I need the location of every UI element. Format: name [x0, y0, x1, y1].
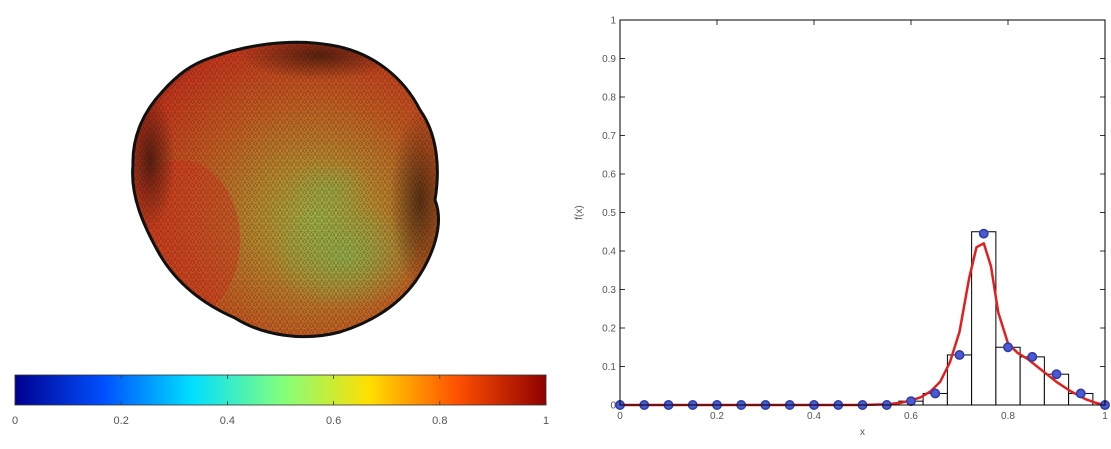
x-tick-label: 1 — [1102, 411, 1108, 422]
mesh-figure: 0 0.2 0.4 0.6 0.8 1 — [12, 40, 549, 427]
y-tick-label: 0.6 — [602, 170, 616, 181]
data-point-marker — [978, 228, 989, 239]
histogram-chart: 0 0.1 0.2 0.3 0.4 0.5 0.6 0.7 0.8 0.9 1 0 0.2 0.4 0.6… — [560, 0, 1111, 444]
data-point-marker — [1051, 369, 1062, 380]
y-tick-label: 0.2 — [602, 324, 616, 335]
colorbar-tick-label: 1 — [543, 415, 549, 427]
y-tick-label: 0.1 — [602, 362, 616, 373]
colorbar-tick-label: 0.8 — [432, 415, 447, 427]
y-tick-label: 0.8 — [602, 93, 616, 104]
x-tick-label: 0.4 — [807, 411, 821, 422]
colorbar — [14, 374, 547, 406]
y-tick-label: 0.4 — [602, 247, 616, 258]
colorbar-tick-label: 0 — [12, 415, 18, 427]
x-tick-label: 0.8 — [1001, 411, 1015, 422]
x-axis-label: x — [860, 427, 865, 438]
y-tick-label: 0 — [610, 401, 616, 412]
data-point-marker — [930, 388, 941, 399]
colorbar-tick-label: 0.2 — [114, 415, 129, 427]
data-point-marker — [1075, 388, 1086, 399]
deformed-sphere-mesh-icon — [131, 40, 440, 339]
y-tick-label: 0.3 — [602, 285, 616, 296]
data-point-marker — [1027, 351, 1038, 362]
x-tick-label: 0 — [617, 411, 623, 422]
y-axis-label: f(x) — [574, 205, 585, 219]
colorbar-tick-label: 0.4 — [220, 415, 235, 427]
x-tick-label: 0.6 — [904, 411, 918, 422]
data-point-marker — [1003, 342, 1013, 353]
axes-frame — [619, 19, 1106, 406]
chart-svg: 0 0.1 0.2 0.3 0.4 0.5 0.6 0.7 0.8 0.9 1 0 0.2 0.4 0.6… — [574, 16, 1110, 438]
colorbar-tick-label: 0.6 — [326, 415, 341, 427]
y-tick-label: 0.9 — [602, 54, 616, 65]
y-tick-label: 0.7 — [602, 131, 616, 142]
mesh-panel: 0 0.2 0.4 0.6 0.8 1 — [0, 0, 560, 444]
x-tick-label: 0.2 — [710, 411, 724, 422]
histogram-bar — [995, 346, 1021, 406]
y-tick-label: 0.5 — [602, 208, 616, 219]
y-tick-label: 1 — [610, 16, 616, 27]
data-point-marker — [954, 350, 965, 360]
data-point-marker — [906, 396, 916, 407]
